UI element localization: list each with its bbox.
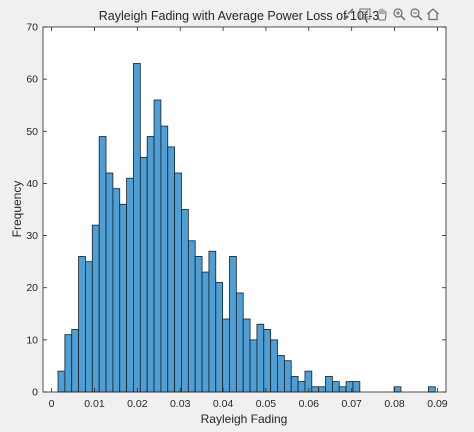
histogram-bar [174,172,182,393]
histogram-bar [331,381,340,393]
histogram-bar [242,318,251,393]
x-tick-label: 0 [49,398,55,410]
y-tick-label: 30 [26,230,38,242]
y-tick-label: 60 [26,74,38,86]
x-tick-label: 0.02 [127,398,148,410]
x-tick-label: 0.04 [213,398,234,410]
x-tick-label: 0.06 [299,398,320,410]
histogram-bar [283,360,292,393]
histogram-bar [181,209,189,393]
y-axis-label: Frequency [10,181,24,238]
histogram-bar [297,381,306,393]
y-tick-label: 70 [26,22,38,34]
x-tick-label: 0.05 [256,398,277,410]
histogram-bar [105,172,114,393]
axes-box [42,26,447,393]
x-tick-label: 0.07 [341,398,362,410]
x-tick-label: 0.03 [170,398,191,410]
histogram-bar [290,375,299,393]
x-tick-label: 0.01 [84,398,105,410]
histogram-bar [160,125,169,393]
histogram-bar [78,256,86,393]
brush-icon[interactable] [340,6,356,22]
x-tick-label: 0.08 [384,398,405,410]
datatip-icon[interactable] [357,6,373,22]
histogram-bar [126,177,134,393]
histogram-bar [153,99,162,393]
histogram-bar [208,250,217,393]
chart-title: Rayleigh Fading with Average Power Loss … [99,9,380,23]
histogram-bar [393,386,402,393]
histogram-bar [428,386,436,393]
y-tick-label: 40 [26,178,38,190]
histogram-bar [167,146,176,393]
histogram-bar [249,339,258,393]
zoom-in-icon[interactable] [391,6,407,22]
histogram-bar [311,386,320,393]
pan-icon[interactable] [374,6,390,22]
histogram-bar [119,203,128,393]
histogram-bar [318,386,326,393]
histogram-bar [201,271,210,393]
histogram-bar [139,156,148,393]
y-ticks: 0 10 20 30 40 50 60 70 [26,22,446,399]
histogram-bar [71,329,79,393]
zoom-out-icon[interactable] [408,6,424,22]
y-tick-label: 0 [32,387,38,399]
histogram-bar [64,334,73,393]
y-tick-label: 20 [26,282,38,294]
histogram-bar [222,318,230,393]
histogram-bar [277,355,285,393]
histogram-bar [352,381,361,393]
axes-toolbar [340,6,441,22]
histogram-bar [133,63,141,393]
histogram-bar [235,292,244,393]
y-tick-label: 50 [26,126,38,138]
x-tick-label: 0.09 [427,398,448,410]
x-ticks: 0 0.01 0.02 0.03 0.04 0.05 0.06 0.07 0.08 0.09 [49,27,448,410]
histogram-bar [91,224,100,393]
histogram-bar [270,339,278,393]
histogram-bar [187,240,196,393]
y-tick-label: 10 [26,334,38,346]
histogram-bar [256,323,265,393]
histogram-bar [325,375,333,393]
histogram-bar [85,261,93,393]
histogram-bar [146,136,155,393]
histogram-bar [229,256,237,393]
histogram-bar [338,386,347,393]
home-icon[interactable] [425,6,441,22]
histogram-bar [263,329,272,393]
x-axis-label: Rayleigh Fading [201,412,288,426]
histogram-bar [215,282,224,393]
histogram-bar [112,188,121,393]
histogram-bar [98,136,107,393]
histogram-bar [57,370,66,393]
histogram-bar [194,256,203,393]
histogram-bar [304,370,313,393]
